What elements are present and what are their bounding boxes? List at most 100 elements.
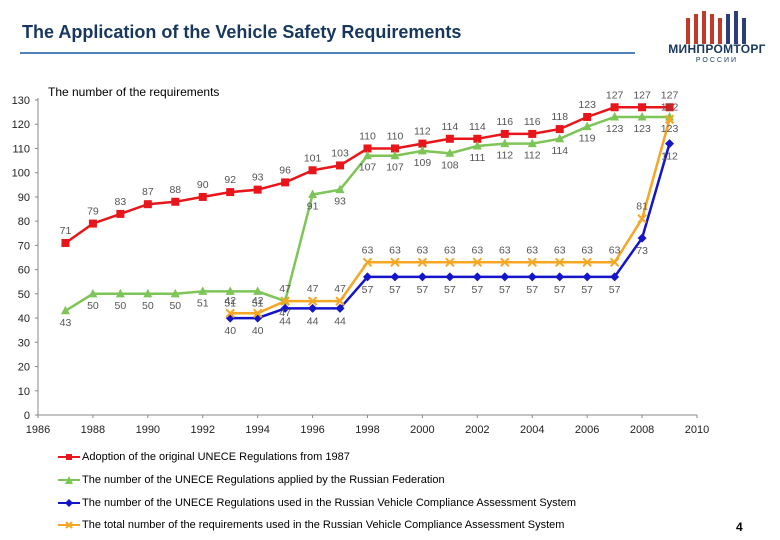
data-point [307,296,318,306]
data-point [335,296,345,306]
y-tick-label: 60 [18,265,30,277]
data-point [555,272,565,282]
data-label: 57 [471,284,483,296]
data-point [171,197,180,206]
data-point [225,313,235,323]
x-tick-label: 2004 [520,424,544,436]
data-point [582,272,592,282]
data-label: 63 [499,244,511,256]
y-tick-label: 80 [18,216,30,228]
y-tick-label: 40 [18,313,30,325]
x-tick-label: 2006 [575,424,599,436]
data-label: 127 [633,89,651,101]
data-point [335,184,345,194]
data-point [527,138,537,148]
data-point [362,257,373,268]
y-tick-label: 120 [12,119,30,131]
data-label: 50 [142,300,154,312]
x-tick-label: 2008 [630,424,654,436]
data-point [417,257,428,268]
data-label: 44 [279,315,291,327]
data-label: 71 [60,225,72,237]
data-label: 108 [441,159,459,171]
data-label: 116 [496,116,513,128]
data-point [253,286,263,295]
x-tick-label: 1994 [245,424,269,436]
data-point [252,308,263,318]
data-label: 123 [633,123,651,135]
data-label: 63 [471,244,483,256]
data-label: 112 [414,126,431,138]
data-label: 57 [609,284,621,296]
data-label: 122 [661,101,679,113]
data-label: 123 [606,123,624,135]
legend-swatch-icon [58,521,80,530]
data-label: 109 [414,157,432,169]
data-label: 51 [252,297,264,309]
data-point [417,145,427,155]
data-point [198,192,207,201]
data-label: 44 [334,315,346,327]
data-label: 47 [279,283,291,295]
data-label: 63 [389,244,401,256]
legend-label: The number of the UNECE Regulations used… [82,496,577,509]
data-label: 96 [279,164,291,176]
x-tick-label: 1990 [136,424,160,436]
data-point [198,286,208,295]
legend-item: The number of the UNECE Regulations appl… [58,469,576,492]
data-label: 57 [362,284,374,296]
logo-text: МИНПРОМТОРГ [668,42,766,56]
data-label: 116 [524,116,541,128]
y-tick-label: 130 [12,95,30,107]
data-label: 110 [359,130,376,142]
data-label: 57 [417,284,429,296]
data-label: 92 [224,174,236,186]
data-point [445,257,455,268]
data-label: 47 [334,283,346,295]
x-tick-label: 2010 [685,424,709,436]
data-point [363,272,372,282]
data-label: 57 [554,284,566,296]
x-tick-label: 1996 [300,424,324,436]
data-point [500,129,509,138]
data-point [473,134,482,143]
y-tick-label: 0 [24,410,30,422]
data-label: 90 [197,179,209,191]
data-point [500,272,510,282]
legend-item: The total number of the requirements use… [58,514,576,537]
data-point [555,133,565,143]
data-point [637,233,647,243]
data-label: 42 [252,295,264,307]
data-point [445,134,454,143]
y-tick-label: 90 [18,192,30,204]
y-tick-label: 20 [18,362,30,374]
data-point [528,129,537,138]
data-label: 114 [469,121,486,133]
data-label: 107 [386,162,404,174]
data-point [143,200,152,209]
data-point [280,296,290,306]
page-number: 4 [736,520,743,534]
data-label: 127 [661,89,679,101]
data-point [225,286,235,295]
data-point [582,257,592,268]
x-tick-label: 1988 [81,424,105,436]
ministry-logo-icon [686,11,746,44]
data-label: 110 [387,130,404,142]
data-point [88,288,98,298]
data-point [582,121,592,131]
data-point [500,257,510,268]
data-label: 47 [307,283,319,295]
x-tick-label: 2002 [465,424,489,436]
data-label: 83 [115,196,127,208]
data-point [500,138,510,148]
data-point [583,112,592,121]
data-label: 63 [362,244,374,256]
data-label: 50 [87,300,99,312]
data-label: 112 [496,150,513,162]
data-label: 57 [526,284,538,296]
data-point [225,308,235,318]
data-label: 40 [224,325,236,337]
data-point [116,209,125,218]
